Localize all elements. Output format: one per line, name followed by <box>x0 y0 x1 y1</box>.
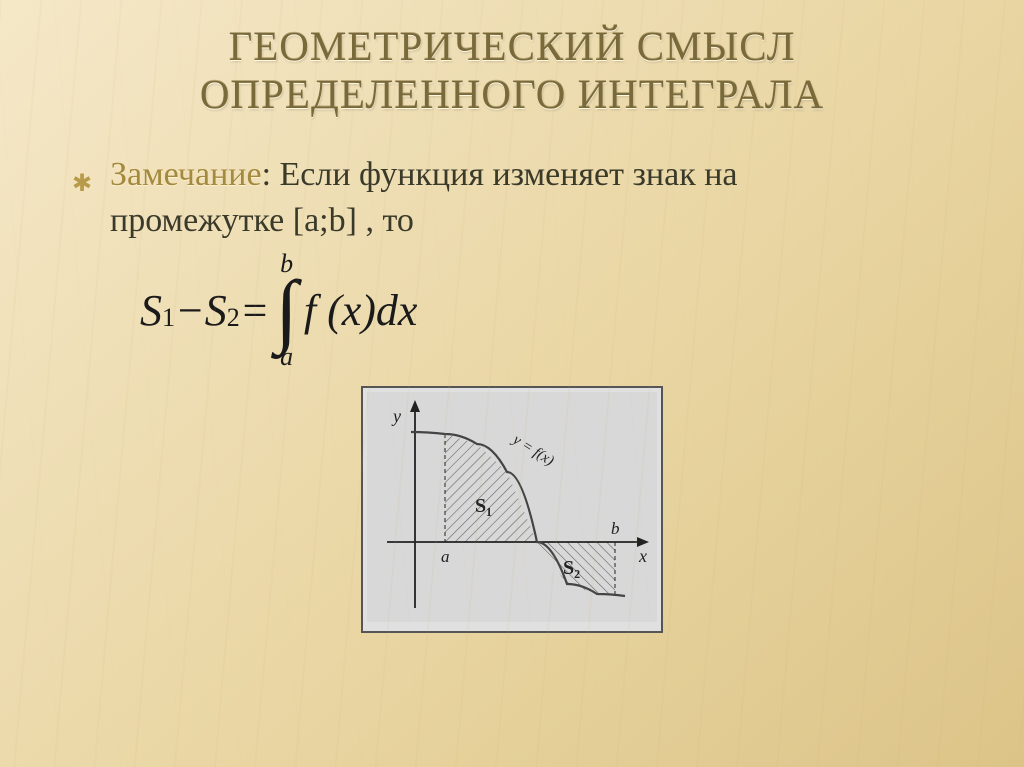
remark-label: Замечание <box>110 156 262 193</box>
bullet-icon: ✱ <box>72 168 92 200</box>
title-line-2: ОПРЕДЕЛЕННОГО ИНТЕГРАЛА <box>0 70 1024 118</box>
remark-text-2: промежутке [a;b] , то <box>110 202 414 239</box>
remark-text-1: : Если функция изменяет знак на <box>262 156 738 193</box>
formula-sub1: 1 <box>162 303 175 333</box>
title-line-1: ГЕОМЕТРИЧЕСКИЙ СМЫСЛ <box>0 22 1024 70</box>
slide-title: ГЕОМЕТРИЧЕСКИЙ СМЫСЛ ОПРЕДЕЛЕННОГО ИНТЕГ… <box>0 0 1024 118</box>
body-text: ✱ Замечание: Если функция изменяет знак … <box>0 118 1024 244</box>
formula-sub2: 2 <box>227 303 240 333</box>
